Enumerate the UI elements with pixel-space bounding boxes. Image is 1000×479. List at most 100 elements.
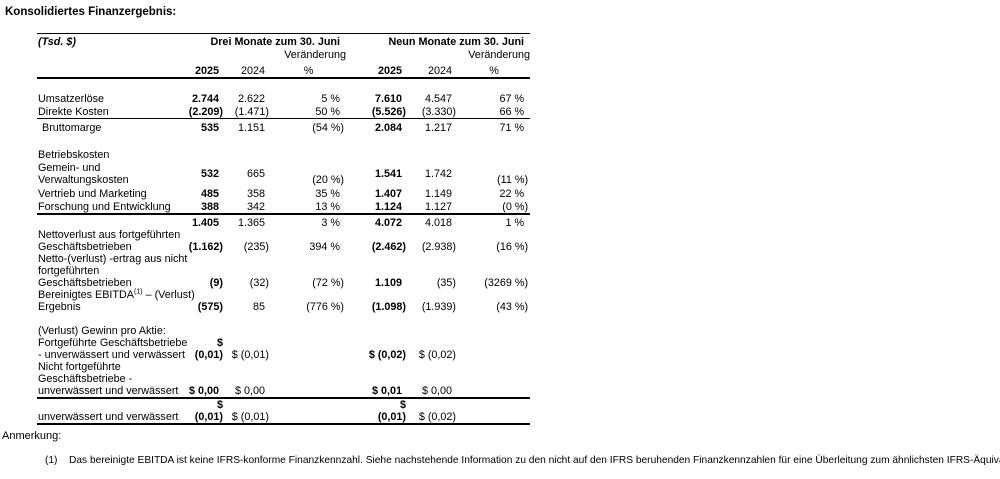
row-umsatzerloese: Umsatzerlöse 2.744 2.622 5 % 7.610 4.547… bbox=[37, 91, 530, 105]
value-3m-2024: $ (0,01) bbox=[225, 398, 271, 425]
row-label: Fortgeführte Geschäftsbetriebe - unverwä… bbox=[38, 337, 188, 361]
row-eps-nicht-fortgefuehrt: Nicht fortgeführte Geschäftsbetriebe - u… bbox=[37, 361, 531, 399]
row-bereinigtes-ebitda: Bereinigtes EBITDA(1) – (Verlust) Ergebni… bbox=[37, 288, 530, 313]
value-3m-2025: 532 bbox=[200, 167, 219, 180]
value-3m-2024: 85 bbox=[252, 301, 265, 313]
row-label bbox=[37, 214, 170, 229]
percent-header-3m: % bbox=[271, 61, 347, 79]
value-9m-2025: 7.610 bbox=[375, 93, 403, 105]
value-9m-2025: $ 0,01 bbox=[346, 361, 409, 399]
value-3m-2025: $ (0,01) bbox=[194, 337, 223, 361]
spacer-row bbox=[37, 78, 530, 91]
row-label: Vertrieb und Marketing bbox=[38, 188, 147, 200]
value-9m-change: 71 % bbox=[499, 122, 525, 134]
value-3m-change: 394 % bbox=[309, 241, 341, 253]
row-betriebskosten-header: Betriebskosten bbox=[37, 148, 530, 161]
value-9m-change: (43 %) bbox=[496, 301, 529, 313]
row-label: Forschung und Entwicklung bbox=[37, 200, 171, 215]
row-bruttomarge: Bruttomarge 535 1.151 (54 %) 2.084 1.217… bbox=[37, 119, 530, 135]
value-9m-2024: (2.938) bbox=[421, 241, 457, 253]
value-3m-2024 bbox=[225, 324, 271, 337]
value-9m-2025: (2.462) bbox=[371, 241, 407, 253]
row-label: Bruttomarge bbox=[42, 122, 102, 134]
unit-label: (Tsd. $) bbox=[38, 36, 76, 48]
value-3m-2025: $ 0,00 bbox=[170, 361, 225, 399]
row-eps-total: unverwässert und verwässert $ (0,01) $ (… bbox=[37, 398, 531, 425]
change-label-9m: Veränderung bbox=[468, 49, 531, 61]
value-9m-2024 bbox=[408, 148, 458, 161]
spacer-cell bbox=[346, 48, 458, 61]
value-3m-2024: 2.622 bbox=[237, 93, 265, 105]
financial-table: (Tsd. $) Drei Monate zum 30. Juni Neun M… bbox=[37, 33, 531, 425]
year-header-9m-2024: 2024 bbox=[408, 61, 459, 79]
value-3m-2024: 1.365 bbox=[237, 217, 265, 229]
row-eps-fortgefuehrt: Fortgeführte Geschäftsbetriebe - unverwä… bbox=[37, 337, 530, 361]
year-header-3m-2025: 2025 bbox=[170, 61, 225, 79]
value-3m-2025: 2.744 bbox=[191, 93, 219, 105]
value-3m-2024: $ 0,00 bbox=[225, 361, 271, 399]
value-9m-2024: 4.547 bbox=[425, 93, 453, 105]
group-header-nine-months: Neun Monate zum 30. Juni bbox=[388, 36, 525, 48]
value-9m-change: (3269 %) bbox=[484, 277, 529, 289]
value-9m-change: 22 % bbox=[499, 188, 525, 200]
value-9m-2025: 1.124 bbox=[346, 200, 409, 215]
value-3m-change bbox=[271, 324, 346, 337]
value-3m-change: 35 % bbox=[315, 188, 341, 200]
value-9m-2024: 4.018 bbox=[425, 217, 453, 229]
footnote-marker: (1) bbox=[45, 455, 58, 466]
value-3m-change: (20 %) bbox=[312, 174, 345, 186]
value-9m-2024: $ (0,02) bbox=[408, 398, 459, 425]
value-9m-2024: (1.939) bbox=[421, 301, 457, 313]
value-9m-2025: 4.072 bbox=[375, 217, 403, 229]
value-3m-change: 13 % bbox=[271, 200, 347, 215]
value-3m-2024 bbox=[225, 148, 271, 161]
row-gewinn-pro-aktie-header: (Verlust) Gewinn pro Aktie: bbox=[37, 324, 530, 337]
value-3m-2025: (1.162) bbox=[188, 241, 223, 253]
value-9m-2024: 1.149 bbox=[425, 188, 453, 200]
change-label-3m: Veränderung bbox=[284, 49, 347, 61]
value-9m-2024: $ (0,02) bbox=[418, 349, 457, 361]
label-text: Bereinigtes EBITDA bbox=[38, 289, 135, 301]
value-3m-2025: 485 bbox=[200, 188, 219, 200]
row-label: Direkte Kosten bbox=[37, 105, 170, 119]
row-forschung-entwicklung: Forschung und Entwicklung 388 342 13 % 1… bbox=[37, 200, 531, 215]
value-9m-change: 1 % bbox=[505, 217, 525, 229]
value-3m-change bbox=[271, 398, 347, 425]
value-3m-change bbox=[271, 337, 346, 361]
value-3m-2025: 1.405 bbox=[191, 217, 219, 229]
value-3m-2024: 358 bbox=[246, 188, 265, 200]
value-9m-2024: 1.217 bbox=[425, 122, 453, 134]
value-3m-2024: 342 bbox=[225, 200, 271, 215]
value-3m-2025: 388 bbox=[170, 200, 225, 215]
value-9m-2025: (5.526) bbox=[346, 105, 409, 119]
row-label: Nicht fortgeführte Geschäftsbetriebe - u… bbox=[37, 361, 179, 399]
value-9m-change bbox=[458, 324, 530, 337]
row-label: Nettoverlust aus fortgeführten Geschäfts… bbox=[38, 229, 181, 253]
value-9m-2025: $ (0,01) bbox=[346, 398, 409, 425]
spacer-row bbox=[37, 134, 530, 148]
row-betriebskosten-total: 1.405 1.365 3 % 4.072 4.018 1 % bbox=[37, 214, 530, 229]
percent-header-9m: % bbox=[458, 61, 531, 79]
value-3m-2024: 665 bbox=[246, 167, 265, 180]
year-header-9m-2025: 2025 bbox=[346, 61, 409, 79]
value-9m-change: (0 %) bbox=[458, 200, 531, 215]
value-3m-2025: (575) bbox=[197, 301, 223, 313]
value-9m-2025: 2.084 bbox=[375, 122, 403, 134]
spacer-cell bbox=[37, 61, 170, 79]
year-header-3m-2024: 2024 bbox=[225, 61, 271, 79]
value-9m-change bbox=[458, 337, 530, 361]
header-group-row: (Tsd. $) Drei Monate zum 30. Juni Neun M… bbox=[37, 34, 530, 49]
value-9m-2024: (3.330) bbox=[408, 105, 459, 119]
value-9m-2025: 1.109 bbox=[375, 277, 403, 289]
note-label: Anmerkung: bbox=[2, 430, 62, 442]
spacer-cell bbox=[37, 48, 170, 61]
value-3m-change: 5 % bbox=[321, 93, 341, 105]
row-vertrieb-marketing: Vertrieb und Marketing 485 358 35 % 1.40… bbox=[37, 186, 530, 200]
value-3m-2025 bbox=[170, 148, 225, 161]
value-3m-2024: $ (0,01) bbox=[231, 349, 269, 361]
value-3m-change bbox=[271, 361, 347, 399]
header-years-row: 2025 2024 % 2025 2024 % bbox=[37, 61, 531, 79]
value-3m-2025: 535 bbox=[200, 122, 219, 134]
footnote-text: Das bereinigte EBITDA ist keine IFRS-kon… bbox=[69, 455, 1000, 466]
